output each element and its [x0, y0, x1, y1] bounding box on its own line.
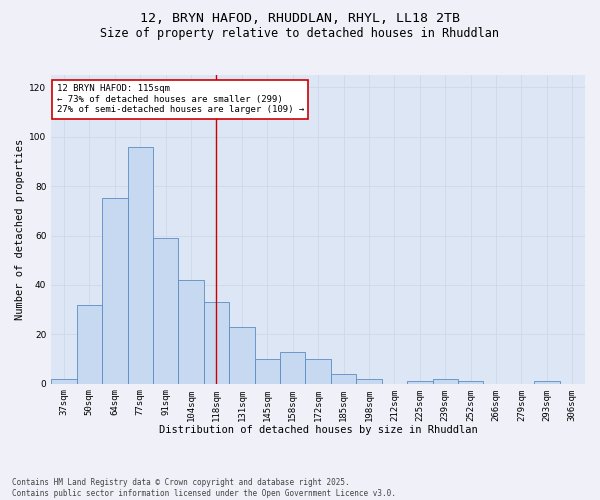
Text: Size of property relative to detached houses in Rhuddlan: Size of property relative to detached ho…	[101, 28, 499, 40]
Text: 12, BRYN HAFOD, RHUDDLAN, RHYL, LL18 2TB: 12, BRYN HAFOD, RHUDDLAN, RHYL, LL18 2TB	[140, 12, 460, 26]
Bar	[433, 379, 458, 384]
Bar	[407, 382, 433, 384]
X-axis label: Distribution of detached houses by size in Rhuddlan: Distribution of detached houses by size …	[159, 425, 478, 435]
Bar	[102, 198, 128, 384]
Bar	[77, 304, 102, 384]
Bar	[229, 327, 254, 384]
Text: Contains HM Land Registry data © Crown copyright and database right 2025.
Contai: Contains HM Land Registry data © Crown c…	[12, 478, 396, 498]
Bar	[534, 382, 560, 384]
Bar	[280, 352, 305, 384]
Bar	[204, 302, 229, 384]
Bar	[153, 238, 178, 384]
Bar	[178, 280, 204, 384]
Bar	[458, 382, 484, 384]
Bar	[51, 379, 77, 384]
Text: 12 BRYN HAFOD: 115sqm
← 73% of detached houses are smaller (299)
27% of semi-det: 12 BRYN HAFOD: 115sqm ← 73% of detached …	[56, 84, 304, 114]
Bar	[128, 146, 153, 384]
Bar	[254, 359, 280, 384]
Bar	[331, 374, 356, 384]
Y-axis label: Number of detached properties: Number of detached properties	[15, 138, 25, 320]
Bar	[356, 379, 382, 384]
Bar	[305, 359, 331, 384]
